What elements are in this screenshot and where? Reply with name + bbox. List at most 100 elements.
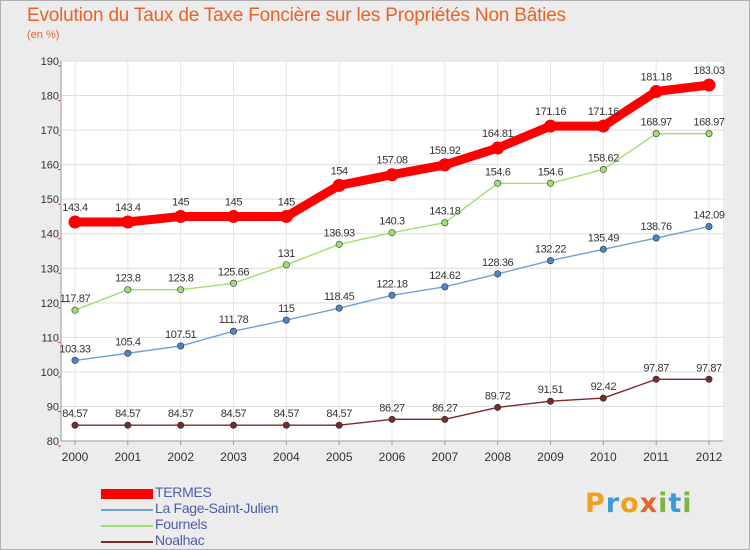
data-label: 168.97 <box>693 117 725 129</box>
data-label: 124.62 <box>429 270 461 282</box>
legend-label: Noalhac <box>155 532 205 548</box>
logo-letter: o <box>620 488 640 519</box>
x-tick-label: 2001 <box>114 450 141 464</box>
y-tick-label: 160 <box>41 160 59 172</box>
x-tick-label: 2002 <box>167 450 194 464</box>
data-label: 123.8 <box>168 273 194 285</box>
data-point <box>230 421 238 429</box>
data-label: 138.76 <box>641 221 673 233</box>
data-point <box>596 119 610 133</box>
y-tick-label: 80 <box>47 436 59 448</box>
data-label: 91.51 <box>538 384 564 396</box>
legend-swatch <box>101 525 153 527</box>
x-tick-label: 2003 <box>220 450 247 464</box>
x-tick-label: 2006 <box>379 450 406 464</box>
data-point <box>335 304 343 312</box>
data-label: 89.72 <box>485 390 511 402</box>
data-label: 143.4 <box>115 202 141 214</box>
data-label: 181.18 <box>641 71 673 83</box>
data-point <box>332 178 346 192</box>
logo-letter: r <box>605 488 621 519</box>
y-tick-label: 150 <box>41 194 59 206</box>
data-label: 154.6 <box>485 166 511 178</box>
data-point <box>174 209 188 223</box>
data-label: 142.09 <box>693 210 725 222</box>
data-point <box>230 327 238 335</box>
data-point <box>279 209 293 223</box>
data-label: 123.8 <box>115 273 141 285</box>
data-point <box>702 78 716 92</box>
data-label: 157.08 <box>376 155 408 167</box>
x-tick-label: 2011 <box>643 450 669 464</box>
data-point <box>546 179 554 187</box>
data-point <box>441 283 449 291</box>
data-label: 84.57 <box>221 408 247 420</box>
data-label: 111.78 <box>219 314 249 326</box>
data-point <box>494 270 502 278</box>
x-tick-label: 2009 <box>537 450 564 464</box>
data-point <box>177 421 185 429</box>
data-point <box>441 415 449 423</box>
data-label: 84.57 <box>115 408 141 420</box>
data-label: 107.51 <box>165 329 197 341</box>
y-tick-label: 110 <box>41 332 59 344</box>
data-label: 164.81 <box>482 128 514 140</box>
x-tick-label: 2007 <box>431 450 458 464</box>
data-point <box>441 219 449 227</box>
data-label: 97.87 <box>696 362 722 374</box>
data-label: 132.22 <box>535 244 567 256</box>
data-point <box>68 215 82 229</box>
data-label: 92.42 <box>591 381 617 393</box>
data-point <box>177 286 185 294</box>
chart-title: Evolution du Taux de Taxe Foncière sur l… <box>27 5 566 26</box>
data-label: 171.16 <box>535 106 567 118</box>
data-point <box>388 229 396 237</box>
legend-label: TERMES <box>155 484 212 500</box>
x-tick-label: 2004 <box>273 450 300 464</box>
data-point <box>494 403 502 411</box>
data-point <box>124 421 132 429</box>
y-tick-label: 170 <box>41 125 59 137</box>
data-point <box>388 415 396 423</box>
data-point <box>388 291 396 299</box>
data-label: 143.4 <box>62 202 88 214</box>
data-point <box>652 375 660 383</box>
data-point <box>71 421 79 429</box>
data-point <box>544 119 557 133</box>
data-point <box>177 342 185 350</box>
data-point <box>71 356 79 364</box>
data-point <box>546 397 554 405</box>
data-label: 183.03 <box>693 65 725 77</box>
legend-label: Fournels <box>155 516 208 532</box>
data-label: 84.57 <box>62 408 88 420</box>
data-label: 118.45 <box>324 291 355 303</box>
x-tick-label: 2010 <box>590 450 617 464</box>
logo-letter: i <box>658 488 669 519</box>
data-label: 97.87 <box>643 362 669 374</box>
data-label: 105.4 <box>115 336 141 348</box>
data-point <box>652 130 660 138</box>
data-label: 103.33 <box>59 343 91 355</box>
data-point <box>282 261 290 269</box>
data-label: 115 <box>278 303 295 315</box>
data-label: 117.87 <box>60 293 91 305</box>
legend-swatch <box>101 541 153 543</box>
proxiti-logo: Proxiti <box>585 488 693 519</box>
data-label: 145 <box>172 196 189 208</box>
logo-letter: i <box>682 488 693 519</box>
x-tick-label: 2008 <box>484 450 511 464</box>
data-point <box>705 130 713 138</box>
data-point <box>335 240 343 248</box>
data-label: 125.66 <box>218 266 250 278</box>
data-label: 171.16 <box>588 106 620 118</box>
data-point <box>385 168 399 182</box>
data-point <box>599 165 607 173</box>
y-tick-label: 90 <box>47 401 59 413</box>
legend-label: La Fage-Saint-Julien <box>155 500 279 516</box>
x-tick-label: 2000 <box>62 450 89 464</box>
data-point <box>649 84 663 98</box>
data-label: 86.27 <box>379 402 405 414</box>
y-tick-label: 190 <box>41 56 59 68</box>
data-label: 154.6 <box>538 166 564 178</box>
data-point <box>546 257 554 265</box>
